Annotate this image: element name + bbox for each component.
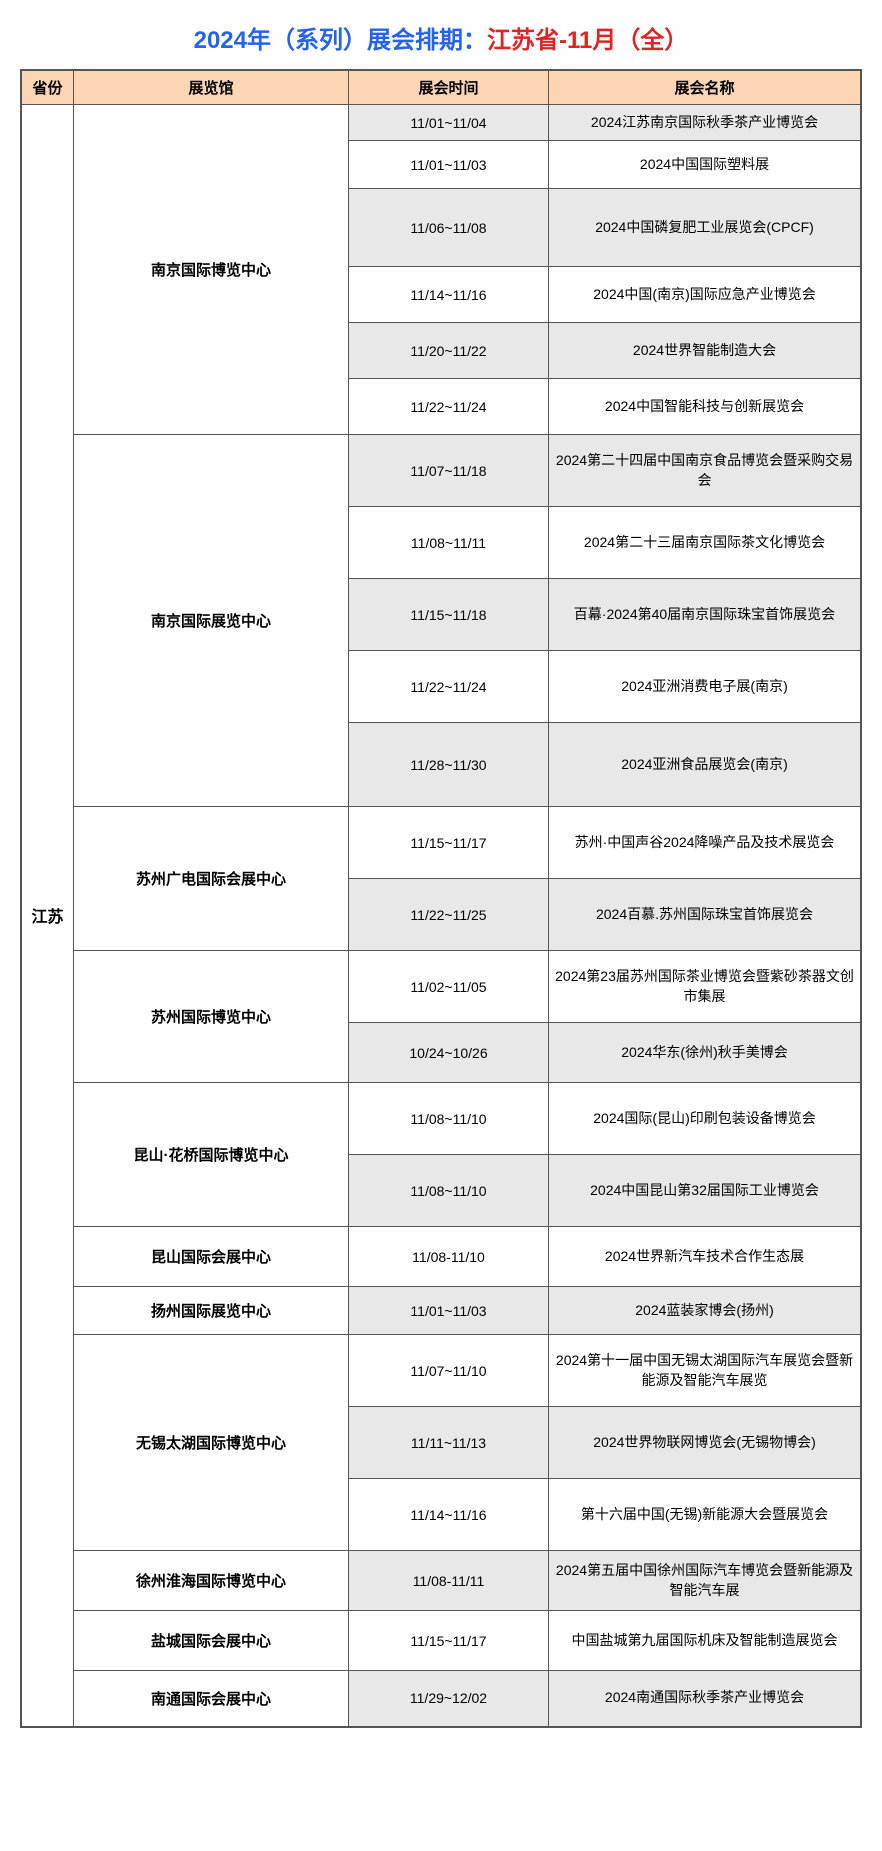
title-text-blue: 2024年（系列）展会排期： (194, 27, 487, 54)
exhibition-name-cell: 2024中国智能科技与创新展览会 (549, 379, 862, 435)
date-cell: 11/01~11/03 (349, 1287, 549, 1335)
exhibition-name-cell: 2024中国(南京)国际应急产业博览会 (549, 267, 862, 323)
province-cell: 江苏 (21, 105, 74, 1727)
date-cell: 11/15~11/17 (349, 1611, 549, 1671)
table-row: 苏州国际博览中心11/02~11/052024第23届苏州国际茶业博览会暨紫砂茶… (21, 951, 861, 1023)
exhibition-name-cell: 2024第二十四届中国南京食品博览会暨采购交易会 (549, 435, 862, 507)
venue-cell: 扬州国际展览中心 (74, 1287, 349, 1335)
date-cell: 11/28~11/30 (349, 723, 549, 807)
exhibition-name-cell: 2024第二十三届南京国际茶文化博览会 (549, 507, 862, 579)
exhibition-name-cell: 第十六届中国(无锡)新能源大会暨展览会 (549, 1479, 862, 1551)
table-row: 扬州国际展览中心11/01~11/032024蓝装家博会(扬州) (21, 1287, 861, 1335)
date-cell: 11/22~11/24 (349, 379, 549, 435)
venue-cell: 无锡太湖国际博览中心 (74, 1335, 349, 1551)
header-venue: 展览馆 (74, 70, 349, 105)
schedule-table: 省份 展览馆 展会时间 展会名称 江苏南京国际博览中心11/01~11/0420… (20, 69, 862, 1728)
venue-cell: 南京国际博览中心 (74, 105, 349, 435)
exhibition-name-cell: 2024第十一届中国无锡太湖国际汽车展览会暨新能源及智能汽车展览 (549, 1335, 862, 1407)
date-cell: 11/08-11/10 (349, 1227, 549, 1287)
table-row: 昆山·花桥国际博览中心11/08~11/102024国际(昆山)印刷包装设备博览… (21, 1083, 861, 1155)
venue-cell: 盐城国际会展中心 (74, 1611, 349, 1671)
exhibition-name-cell: 2024世界新汽车技术合作生态展 (549, 1227, 862, 1287)
header-name: 展会名称 (549, 70, 862, 105)
date-cell: 10/24~10/26 (349, 1023, 549, 1083)
header-date: 展会时间 (349, 70, 549, 105)
exhibition-name-cell: 中国盐城第九届国际机床及智能制造展览会 (549, 1611, 862, 1671)
venue-cell: 南通国际会展中心 (74, 1671, 349, 1727)
exhibition-name-cell: 2024国际(昆山)印刷包装设备博览会 (549, 1083, 862, 1155)
date-cell: 11/08~11/10 (349, 1083, 549, 1155)
date-cell: 11/11~11/13 (349, 1407, 549, 1479)
table-row: 徐州淮海国际博览中心11/08-11/112024第五届中国徐州国际汽车博览会暨… (21, 1551, 861, 1611)
venue-cell: 苏州广电国际会展中心 (74, 807, 349, 951)
exhibition-name-cell: 2024第23届苏州国际茶业博览会暨紫砂茶器文创市集展 (549, 951, 862, 1023)
exhibition-name-cell: 2024亚洲食品展览会(南京) (549, 723, 862, 807)
title-text-red: 江苏省-11月（全） (487, 27, 688, 54)
date-cell: 11/29~12/02 (349, 1671, 549, 1727)
exhibition-name-cell: 2024南通国际秋季茶产业博览会 (549, 1671, 862, 1727)
venue-cell: 昆山·花桥国际博览中心 (74, 1083, 349, 1227)
date-cell: 11/02~11/05 (349, 951, 549, 1023)
table-row: 苏州广电国际会展中心11/15~11/17苏州·中国声谷2024降噪产品及技术展… (21, 807, 861, 879)
date-cell: 11/01~11/04 (349, 105, 549, 141)
exhibition-name-cell: 2024华东(徐州)秋手美博会 (549, 1023, 862, 1083)
table-row: 无锡太湖国际博览中心11/07~11/102024第十一届中国无锡太湖国际汽车展… (21, 1335, 861, 1407)
date-cell: 11/14~11/16 (349, 1479, 549, 1551)
date-cell: 11/07~11/10 (349, 1335, 549, 1407)
exhibition-name-cell: 2024中国国际塑料展 (549, 141, 862, 189)
exhibition-name-cell: 2024亚洲消费电子展(南京) (549, 651, 862, 723)
exhibition-name-cell: 2024第五届中国徐州国际汽车博览会暨新能源及智能汽车展 (549, 1551, 862, 1611)
header-province: 省份 (21, 70, 74, 105)
table-row: 盐城国际会展中心11/15~11/17中国盐城第九届国际机床及智能制造展览会 (21, 1611, 861, 1671)
date-cell: 11/01~11/03 (349, 141, 549, 189)
exhibition-name-cell: 2024蓝装家博会(扬州) (549, 1287, 862, 1335)
date-cell: 11/14~11/16 (349, 267, 549, 323)
table-row: 昆山国际会展中心11/08-11/102024世界新汽车技术合作生态展 (21, 1227, 861, 1287)
exhibition-name-cell: 2024世界物联网博览会(无锡物博会) (549, 1407, 862, 1479)
table-row: 南通国际会展中心11/29~12/022024南通国际秋季茶产业博览会 (21, 1671, 861, 1727)
exhibition-name-cell: 苏州·中国声谷2024降噪产品及技术展览会 (549, 807, 862, 879)
venue-cell: 南京国际展览中心 (74, 435, 349, 807)
date-cell: 11/22~11/24 (349, 651, 549, 723)
date-cell: 11/06~11/08 (349, 189, 549, 267)
exhibition-name-cell: 2024中国磷复肥工业展览会(CPCF) (549, 189, 862, 267)
venue-cell: 苏州国际博览中心 (74, 951, 349, 1083)
exhibition-name-cell: 2024中国昆山第32届国际工业博览会 (549, 1155, 862, 1227)
date-cell: 11/15~11/17 (349, 807, 549, 879)
table-header-row: 省份 展览馆 展会时间 展会名称 (21, 70, 861, 105)
exhibition-name-cell: 2024百慕.苏州国际珠宝首饰展览会 (549, 879, 862, 951)
page-title: 2024年（系列）展会排期：江苏省-11月（全） (20, 20, 862, 55)
date-cell: 11/15~11/18 (349, 579, 549, 651)
exhibition-name-cell: 2024世界智能制造大会 (549, 323, 862, 379)
exhibition-name-cell: 2024江苏南京国际秋季茶产业博览会 (549, 105, 862, 141)
exhibition-name-cell: 百幕·2024第40届南京国际珠宝首饰展览会 (549, 579, 862, 651)
table-row: 南京国际展览中心11/07~11/182024第二十四届中国南京食品博览会暨采购… (21, 435, 861, 507)
date-cell: 11/08~11/11 (349, 507, 549, 579)
date-cell: 11/07~11/18 (349, 435, 549, 507)
date-cell: 11/08-11/11 (349, 1551, 549, 1611)
date-cell: 11/08~11/10 (349, 1155, 549, 1227)
table-row: 江苏南京国际博览中心11/01~11/042024江苏南京国际秋季茶产业博览会 (21, 105, 861, 141)
date-cell: 11/20~11/22 (349, 323, 549, 379)
date-cell: 11/22~11/25 (349, 879, 549, 951)
venue-cell: 徐州淮海国际博览中心 (74, 1551, 349, 1611)
venue-cell: 昆山国际会展中心 (74, 1227, 349, 1287)
